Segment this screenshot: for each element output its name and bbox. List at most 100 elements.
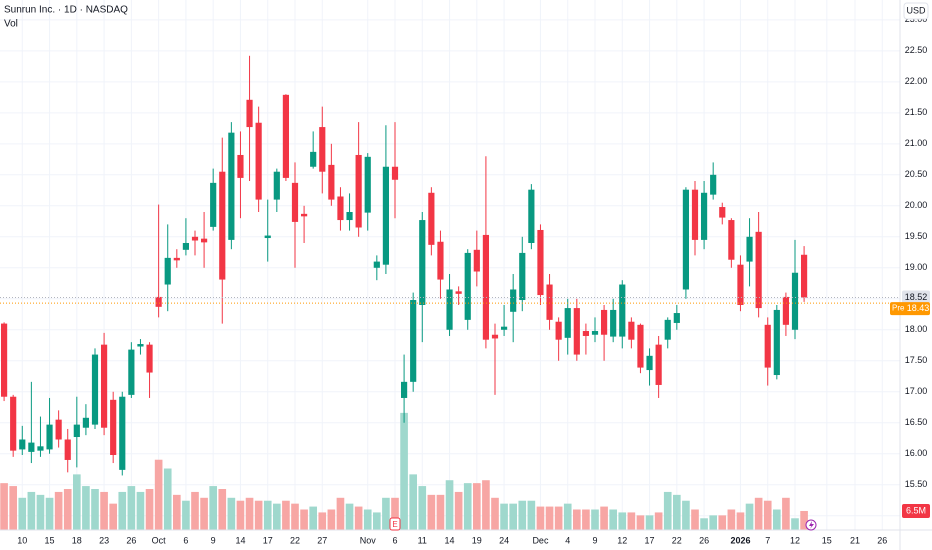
volume-bar: [127, 486, 136, 530]
volume-title: Vol: [4, 19, 18, 30]
volume-bar: [336, 497, 345, 530]
candle-body: [801, 254, 808, 298]
volume-bar: [482, 480, 490, 530]
volume-bar: [427, 494, 436, 530]
volume-bar: [518, 500, 527, 530]
volume-bar: [300, 509, 308, 530]
x-tick-label: Oct: [152, 535, 167, 545]
candle-body: [164, 257, 171, 285]
candle-body: [282, 94, 289, 178]
candle-body: [773, 309, 780, 376]
volume-bar: [736, 512, 745, 530]
volume-bar: [109, 503, 117, 530]
x-tick-label: Nov: [360, 535, 377, 545]
volume-bar: [173, 494, 181, 530]
x-tick-label: 9: [211, 535, 216, 545]
symbol-title[interactable]: Sunrun Inc. · 1D · NASDAQ: [4, 5, 128, 16]
x-tick-label: 19: [472, 535, 482, 545]
volume-bar: [36, 494, 45, 530]
candle-body: [446, 289, 453, 330]
volume-bar: [18, 497, 27, 530]
y-tick-label: 17.50: [905, 355, 928, 365]
volume-bar: [673, 494, 681, 530]
x-tick-label: 26: [877, 535, 887, 545]
candle-body: [419, 220, 426, 305]
volume-bar: [445, 480, 454, 530]
candle-body: [473, 249, 480, 272]
candle-body: [610, 309, 617, 337]
volume-bar: [391, 497, 399, 530]
x-tick-label: 10: [17, 535, 27, 545]
candle-body: [719, 207, 726, 218]
candle-body: [391, 166, 399, 180]
candle-body: [691, 189, 699, 240]
y-tick-label: 19.00: [905, 262, 928, 272]
candle-body: [328, 164, 335, 200]
volume-bar: [700, 518, 708, 530]
volume-label: 6.5M: [906, 505, 926, 515]
x-tick-label: 6: [183, 535, 188, 545]
candle-body: [682, 189, 689, 290]
x-tick-label: 12: [617, 535, 627, 545]
x-tick-label: Dec: [532, 535, 549, 545]
candle-body: [128, 349, 135, 395]
volume-bar: [609, 509, 617, 530]
volume-bar: [654, 512, 663, 530]
candle-body: [337, 196, 344, 221]
x-tick-label: 2026: [730, 535, 750, 545]
candle-body: [55, 419, 62, 440]
volume-bar: [45, 497, 54, 530]
candle-body: [264, 235, 271, 239]
x-tick-label: 6: [392, 535, 397, 545]
candle-body: [82, 417, 89, 428]
volume-bar: [754, 497, 763, 530]
earnings-marker: E: [392, 520, 397, 529]
candle-body: [591, 331, 599, 335]
volume-bar: [136, 491, 145, 530]
x-tick-label: 27: [317, 535, 327, 545]
candle-body: [91, 354, 99, 425]
candle-body: [0, 323, 8, 397]
volume-bar: [318, 512, 327, 530]
lightning-icon: [809, 521, 814, 529]
volume-bar: [191, 491, 199, 530]
premarket-name: Pre: [892, 304, 905, 313]
y-tick-label: 21.50: [905, 107, 928, 117]
candle-body: [401, 381, 408, 398]
candle-body: [501, 326, 508, 330]
x-tick-label: 14: [445, 535, 455, 545]
candle-body: [528, 189, 535, 243]
currency-box[interactable]: [903, 2, 929, 20]
candle-body: [364, 156, 371, 213]
volume-bar: [691, 509, 699, 530]
candle-body: [210, 182, 217, 227]
volume-bar: [509, 503, 517, 530]
volume-bar: [327, 509, 336, 530]
volume-bar: [636, 515, 645, 530]
candle-body: [437, 241, 444, 280]
candle-body: [46, 424, 53, 450]
candle-body: [255, 122, 262, 200]
candle-body: [619, 284, 626, 337]
currency[interactable]: USD: [906, 5, 926, 15]
x-tick-label: 15: [822, 535, 832, 545]
candle-body: [755, 231, 762, 309]
volume-bar: [363, 509, 372, 530]
volume-bar: [727, 509, 736, 530]
volume-bar: [554, 506, 563, 530]
volume-bar: [182, 500, 190, 530]
candle-body: [355, 154, 362, 228]
x-tick-label: 15: [45, 535, 55, 545]
volume-bar: [800, 510, 808, 530]
candle-body: [573, 308, 580, 355]
volume-bar: [382, 497, 390, 530]
candle-body: [791, 272, 799, 330]
candle-body: [510, 289, 517, 312]
volume-bar: [100, 491, 108, 530]
volume-bar: [282, 500, 290, 530]
candle-body: [491, 334, 499, 339]
volume-bar: [418, 486, 427, 530]
last-price-box: [902, 290, 930, 304]
candle-body: [182, 242, 189, 250]
